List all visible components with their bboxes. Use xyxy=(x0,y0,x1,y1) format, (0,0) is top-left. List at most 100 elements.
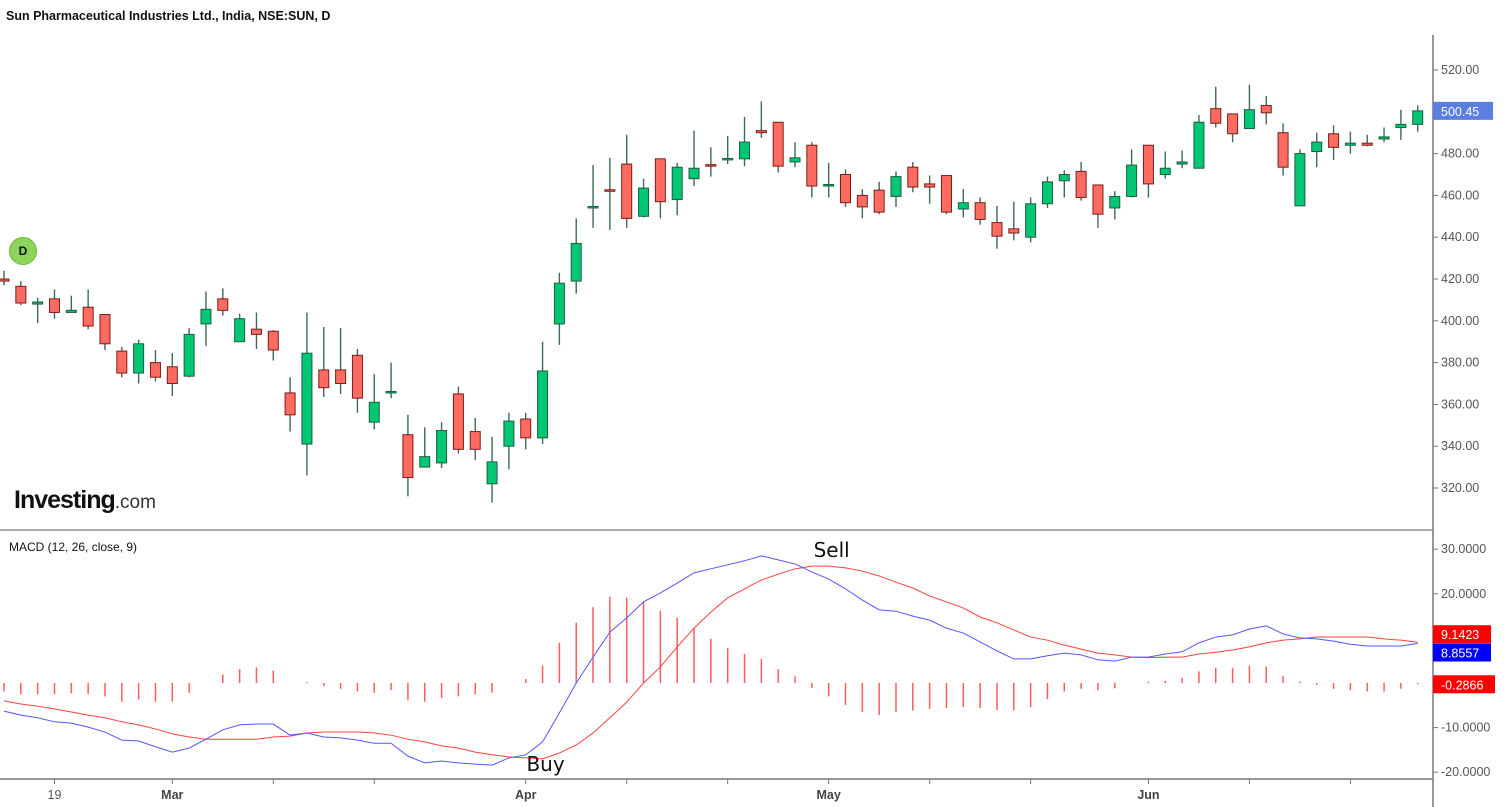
price-tick-label: 440.00 xyxy=(1441,230,1479,244)
macd-line xyxy=(3,555,1418,766)
annotation-sell: Sell xyxy=(814,538,850,562)
candle-up xyxy=(1311,141,1323,153)
candle-up xyxy=(789,157,801,163)
candle-down xyxy=(318,369,330,389)
candle-down xyxy=(991,222,1003,237)
signal-line xyxy=(3,565,1418,760)
macd-tick-label: -20.0000 xyxy=(1441,765,1490,779)
candle-up xyxy=(1378,136,1390,140)
candle-down xyxy=(1075,170,1087,198)
candle-down xyxy=(907,166,919,188)
signal-value-tag xyxy=(1433,625,1491,644)
macd-value-tag-label: 8.8557 xyxy=(1441,647,1479,661)
candle-down xyxy=(974,202,986,220)
candle-up xyxy=(1412,110,1424,125)
price-tick-label: 520.00 xyxy=(1441,63,1479,77)
candle-down xyxy=(840,174,851,204)
logo-main: Investing xyxy=(14,486,116,514)
price-tick-label: 340.00 xyxy=(1441,439,1479,453)
candle-up xyxy=(368,401,380,423)
macd-title: MACD (12, 26, close, 9) xyxy=(9,540,138,554)
candle-up xyxy=(570,242,582,282)
last-price-tag xyxy=(1433,101,1493,120)
candle-up xyxy=(957,202,969,210)
macd-tick-label: 30.0000 xyxy=(1441,542,1486,556)
macd-tick-label: 20.0000 xyxy=(1441,587,1486,601)
histogram-value-tag-label: -0.2866 xyxy=(1441,678,1483,692)
candle-up xyxy=(385,390,397,394)
price-tick-label: 320.00 xyxy=(1441,481,1479,495)
candle-down xyxy=(1008,228,1020,234)
candle-down xyxy=(604,189,616,192)
candle-up xyxy=(32,301,44,305)
candle-down xyxy=(15,285,27,304)
annotation-buy: Buy xyxy=(526,752,564,776)
candle-up xyxy=(1159,167,1171,175)
candle-down xyxy=(149,362,161,378)
candle-up xyxy=(1041,181,1053,205)
candle-up xyxy=(722,157,734,161)
candle-down xyxy=(856,194,868,208)
candle-down xyxy=(99,314,111,345)
candle-down xyxy=(1092,184,1104,215)
candle-down xyxy=(217,298,229,311)
candle-down xyxy=(1277,132,1289,168)
candle-up xyxy=(671,166,683,201)
candle-up xyxy=(1025,203,1037,238)
candle-up xyxy=(301,352,313,445)
price-tick-label: 380.00 xyxy=(1441,356,1479,370)
candle-down xyxy=(351,354,363,399)
candle-down xyxy=(1210,108,1222,124)
candle-down xyxy=(520,418,532,439)
candle-up xyxy=(739,141,751,160)
candle-up xyxy=(503,420,515,447)
price-tick-label: 420.00 xyxy=(1441,272,1479,286)
candle-down xyxy=(924,183,936,188)
chart-title: Sun Pharmaceutical Industries Ltd., Indi… xyxy=(6,9,331,23)
price-tick-label: 400.00 xyxy=(1441,314,1479,328)
signal-value-tag-label: 9.1423 xyxy=(1441,628,1479,642)
candle-up xyxy=(553,282,565,325)
candle-up xyxy=(1243,109,1255,130)
candle-up xyxy=(183,333,195,377)
price-tick-label: 460.00 xyxy=(1441,188,1479,202)
price-tick-label: 360.00 xyxy=(1441,397,1479,411)
candle-up xyxy=(486,461,498,485)
candle-down xyxy=(1260,105,1272,114)
candle-up xyxy=(1058,174,1070,182)
candle-up xyxy=(890,176,902,197)
candle-down xyxy=(116,350,128,374)
logo-suffix: .com xyxy=(114,492,156,513)
candle-down xyxy=(166,366,178,384)
candle-up xyxy=(587,205,599,209)
candle-up xyxy=(436,430,448,464)
candle-up xyxy=(234,318,246,343)
x-tick-label: Mar xyxy=(161,788,183,802)
candle-down xyxy=(705,164,717,167)
candle-down xyxy=(873,189,885,213)
x-tick-label: Jun xyxy=(1137,788,1159,802)
candle-down xyxy=(621,163,633,219)
last-price-label: 500.45 xyxy=(1441,105,1479,119)
candle-down xyxy=(0,278,10,282)
candle-up xyxy=(688,167,700,180)
candle-up xyxy=(1193,121,1205,169)
x-tick-label: Apr xyxy=(515,788,537,802)
candle-up xyxy=(65,309,77,313)
candle-down xyxy=(1328,133,1340,148)
candle-down xyxy=(755,130,767,134)
candle-up xyxy=(1395,123,1407,128)
candle-up xyxy=(638,187,650,217)
candle-down xyxy=(654,158,666,203)
candle-down xyxy=(1142,144,1154,185)
candle-up xyxy=(133,343,145,374)
candle-up xyxy=(419,456,431,468)
candle-down xyxy=(940,175,952,213)
macd-value-tag xyxy=(1433,643,1491,662)
histogram-value-tag xyxy=(1433,675,1495,694)
interval-badge[interactable]: D xyxy=(9,237,37,265)
candle-down xyxy=(402,434,414,479)
investing-logo: Investing.com xyxy=(14,486,156,515)
candle-down xyxy=(452,393,464,450)
